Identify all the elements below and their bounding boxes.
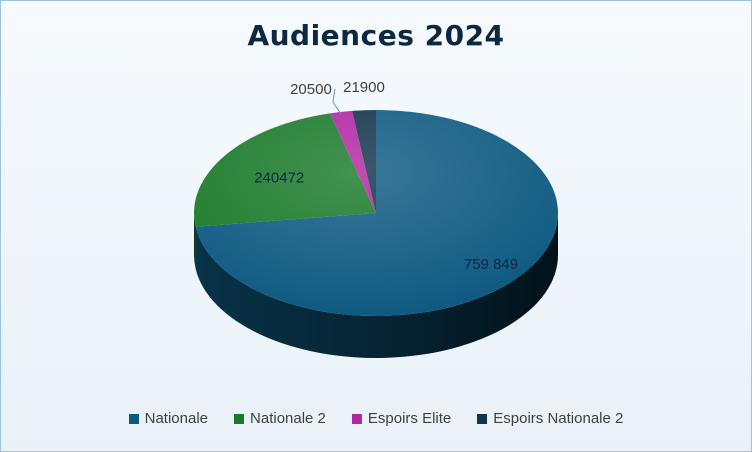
- legend: Nationale Nationale 2 Espoirs Elite Espoirs…: [1, 410, 751, 427]
- legend-label: Espoirs Nationale 2: [493, 410, 624, 427]
- legend-item: Espoirs Elite: [351, 410, 452, 427]
- data-label-espoirs-nationale-2: 21900: [343, 79, 385, 96]
- pie-side-1: [194, 213, 196, 269]
- legend-label: Espoirs Elite: [367, 410, 452, 427]
- data-label-espoirs-elite: 20500: [290, 81, 332, 98]
- chart-title: Audiences 2024: [247, 19, 505, 52]
- legend-swatch: [234, 413, 245, 424]
- legend-swatch: [351, 413, 362, 424]
- pie-side-0: [195, 213, 558, 359]
- legend-label: Nationale 2: [250, 410, 326, 427]
- data-label-nationale-2: 240472: [254, 169, 304, 186]
- legend-swatch: [128, 413, 139, 424]
- data-label-nationale: 759 849: [464, 256, 518, 273]
- legend-swatch: [477, 413, 488, 424]
- pie-highlight: [194, 110, 558, 316]
- legend-item: Nationale: [128, 410, 209, 427]
- leader-line: [332, 88, 342, 115]
- legend-item: Nationale 2: [234, 410, 326, 427]
- legend-label: Nationale: [144, 410, 209, 427]
- legend-item: Espoirs Nationale 2: [477, 410, 623, 427]
